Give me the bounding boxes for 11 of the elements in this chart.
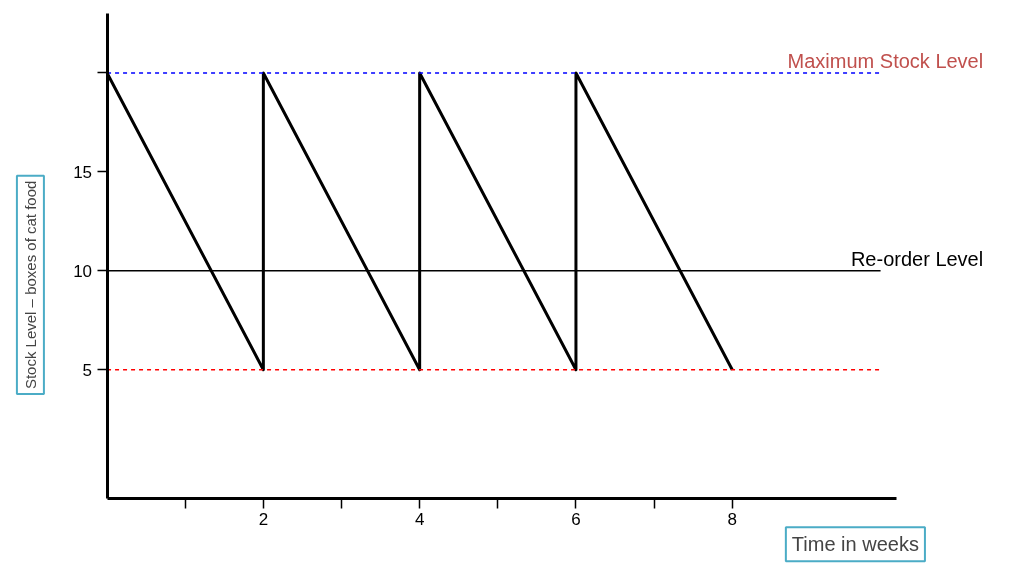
y-tick-label: 15 (73, 162, 93, 182)
ref-line-label: Re-order Level (850, 247, 984, 270)
y-axis-title: Stock Level – boxes of cat food (21, 180, 39, 390)
ref-line-label: Maximum Stock Level (787, 49, 984, 72)
x-tick-label: 8 (727, 510, 737, 530)
y-tick-label: 10 (73, 261, 93, 281)
x-tick-label: 2 (258, 510, 269, 530)
x-axis-title: Time in weeks (791, 533, 919, 556)
x-tick-label: 4 (414, 510, 425, 530)
x-tick-label: 6 (571, 510, 581, 530)
y-tick-label: 5 (82, 360, 93, 380)
